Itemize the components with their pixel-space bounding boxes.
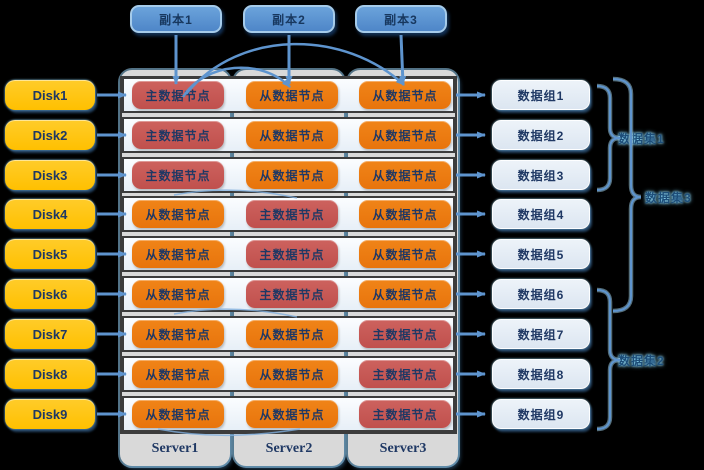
- disk-box: Disk4: [5, 199, 95, 229]
- slave-node: 从数据节点: [359, 280, 451, 308]
- disk-box: Disk8: [5, 359, 95, 389]
- disk-box: Disk2: [5, 120, 95, 150]
- dataset-label: 数据集3: [645, 191, 692, 205]
- node-row: 从数据节点 主数据节点 从数据节点: [122, 276, 455, 312]
- slave-node: 从数据节点: [246, 400, 338, 428]
- master-node: 主数据节点: [246, 200, 338, 228]
- data-group-box: 数据组5: [492, 239, 590, 269]
- node-row: 主数据节点 从数据节点 从数据节点: [122, 77, 455, 113]
- dataset-label: 数据集2: [618, 354, 665, 368]
- data-group-box: 数据组2: [492, 120, 590, 150]
- master-node: 主数据节点: [246, 280, 338, 308]
- slave-node: 从数据节点: [132, 240, 224, 268]
- slave-node: 从数据节点: [246, 360, 338, 388]
- master-node: 主数据节点: [132, 161, 224, 189]
- slave-node: 从数据节点: [246, 320, 338, 348]
- slave-node: 从数据节点: [132, 280, 224, 308]
- data-group-box: 数据组9: [492, 399, 590, 429]
- slave-node: 从数据节点: [359, 161, 451, 189]
- replica-box: 副本3: [355, 5, 447, 33]
- node-row: 主数据节点 从数据节点 从数据节点: [122, 117, 455, 153]
- node-row: 从数据节点 主数据节点 从数据节点: [122, 236, 455, 272]
- disk-box: Disk7: [5, 319, 95, 349]
- master-node: 主数据节点: [132, 81, 224, 109]
- slave-node: 从数据节点: [246, 81, 338, 109]
- node-row: 从数据节点 从数据节点 主数据节点: [122, 356, 455, 392]
- data-group-box: 数据组6: [492, 279, 590, 309]
- disk-box: Disk9: [5, 399, 95, 429]
- replica-box: 副本2: [243, 5, 335, 33]
- slave-node: 从数据节点: [359, 240, 451, 268]
- data-group-box: 数据组1: [492, 80, 590, 110]
- disk-box: Disk6: [5, 279, 95, 309]
- disk-box: Disk3: [5, 160, 95, 190]
- slave-node: 从数据节点: [246, 121, 338, 149]
- slave-node: 从数据节点: [359, 121, 451, 149]
- node-row: 从数据节点 从数据节点 主数据节点: [122, 316, 455, 352]
- data-group-box: 数据组7: [492, 319, 590, 349]
- server-label: Server1: [151, 441, 199, 456]
- master-node: 主数据节点: [246, 240, 338, 268]
- server-label: Server2: [265, 441, 313, 456]
- slave-node: 从数据节点: [359, 200, 451, 228]
- slave-node: 从数据节点: [132, 400, 224, 428]
- slave-node: 从数据节点: [132, 200, 224, 228]
- slave-node: 从数据节点: [132, 360, 224, 388]
- node-row: 从数据节点 从数据节点 主数据节点: [122, 396, 455, 432]
- data-group-box: 数据组3: [492, 160, 590, 190]
- slave-node: 从数据节点: [132, 320, 224, 348]
- server-label: Server3: [379, 441, 427, 456]
- slave-node: 从数据节点: [359, 81, 451, 109]
- master-node: 主数据节点: [359, 360, 451, 388]
- node-row: 从数据节点 主数据节点 从数据节点: [122, 196, 455, 232]
- master-node: 主数据节点: [359, 320, 451, 348]
- disk-box: Disk5: [5, 239, 95, 269]
- data-group-box: 数据组8: [492, 359, 590, 389]
- dataset-label: 数据集1: [618, 132, 665, 146]
- replica-box: 副本1: [130, 5, 222, 33]
- master-node: 主数据节点: [359, 400, 451, 428]
- slave-node: 从数据节点: [246, 161, 338, 189]
- node-row: 主数据节点 从数据节点 从数据节点: [122, 157, 455, 193]
- disk-box: Disk1: [5, 80, 95, 110]
- data-group-box: 数据组4: [492, 199, 590, 229]
- master-node: 主数据节点: [132, 121, 224, 149]
